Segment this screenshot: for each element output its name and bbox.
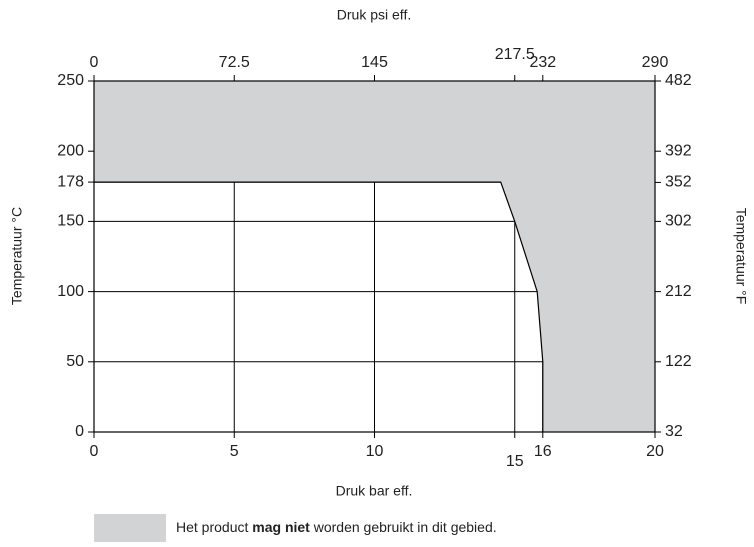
y2-axis-label: Temperatuur °F [733,208,749,305]
y-tick-label: 178 [57,173,84,190]
y2-tick-label: 392 [665,142,692,159]
x2-tick-label: 72.5 [219,54,250,71]
legend-text-bold: mag niet [252,519,310,535]
x-tick-label: 16 [534,443,552,460]
x-tick-label: 20 [646,443,664,460]
y2-tick-label: 32 [665,423,683,440]
boundary-line [94,181,544,432]
grid [94,182,543,432]
x2-tick-label: 290 [642,54,669,71]
y2-tick-label: 122 [665,353,692,370]
x-tick-label: 5 [230,443,239,460]
legend-text-part: worden gebruikt in dit gebied. [310,519,497,535]
x2-axis-label: Druk psi eff. [337,7,411,23]
x-tick-label: 15 [506,453,524,470]
y-tick-label: 50 [66,353,84,370]
y2-tick-label: 352 [665,174,692,191]
y-tick-label: 250 [57,72,84,89]
x2-tick-label: 0 [90,54,99,71]
x2-tick-label: 145 [361,54,388,71]
y2-tick-label: 302 [665,213,692,230]
y-tick-label: 100 [57,283,84,300]
x2-tick-label: 217.5 [495,46,535,63]
legend-text: Het product mag niet worden gebruikt in … [176,519,497,535]
legend-swatch [94,514,166,542]
y-tick-label: 0 [75,423,84,440]
x-tick-label: 10 [366,443,384,460]
legend-text-part: Het product [176,519,252,535]
y-tick-label: 200 [57,142,84,159]
y-tick-label: 150 [57,213,84,230]
x2-tick-label: 232 [529,54,556,71]
x-axis-label: Druk bar eff. [336,483,413,499]
y-axis-label: Temperatuur °C [9,207,25,305]
y2-tick-label: 212 [665,283,692,300]
y2-tick-label: 482 [665,72,692,89]
allowed-region [94,182,543,432]
x-tick-label: 0 [90,443,99,460]
